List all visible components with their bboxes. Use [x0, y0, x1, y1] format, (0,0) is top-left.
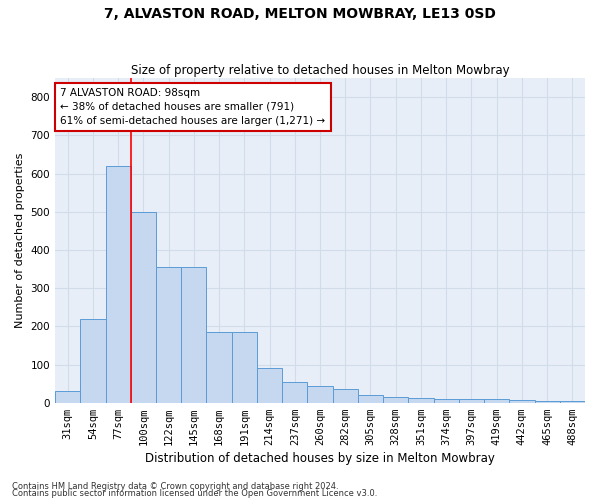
Bar	[257, 368, 282, 402]
Bar	[535, 401, 560, 402]
X-axis label: Distribution of detached houses by size in Melton Mowbray: Distribution of detached houses by size …	[145, 452, 495, 465]
Text: Contains HM Land Registry data © Crown copyright and database right 2024.: Contains HM Land Registry data © Crown c…	[12, 482, 338, 491]
Bar	[358, 395, 383, 402]
Bar	[181, 267, 206, 402]
Bar	[106, 166, 131, 402]
Title: Size of property relative to detached houses in Melton Mowbray: Size of property relative to detached ho…	[131, 64, 509, 77]
Text: 7, ALVASTON ROAD, MELTON MOWBRAY, LE13 0SD: 7, ALVASTON ROAD, MELTON MOWBRAY, LE13 0…	[104, 8, 496, 22]
Bar	[383, 397, 409, 402]
Y-axis label: Number of detached properties: Number of detached properties	[15, 152, 25, 328]
Bar	[55, 391, 80, 402]
Text: 7 ALVASTON ROAD: 98sqm
← 38% of detached houses are smaller (791)
61% of semi-de: 7 ALVASTON ROAD: 98sqm ← 38% of detached…	[61, 88, 325, 126]
Bar	[509, 400, 535, 402]
Bar	[156, 267, 181, 402]
Bar	[131, 212, 156, 402]
Text: Contains public sector information licensed under the Open Government Licence v3: Contains public sector information licen…	[12, 489, 377, 498]
Bar	[434, 399, 459, 402]
Bar	[282, 382, 307, 402]
Bar	[560, 401, 585, 402]
Bar	[409, 398, 434, 402]
Bar	[206, 332, 232, 402]
Bar	[80, 320, 106, 402]
Bar	[459, 399, 484, 402]
Bar	[484, 399, 509, 402]
Bar	[232, 332, 257, 402]
Bar	[307, 386, 332, 402]
Bar	[332, 390, 358, 402]
